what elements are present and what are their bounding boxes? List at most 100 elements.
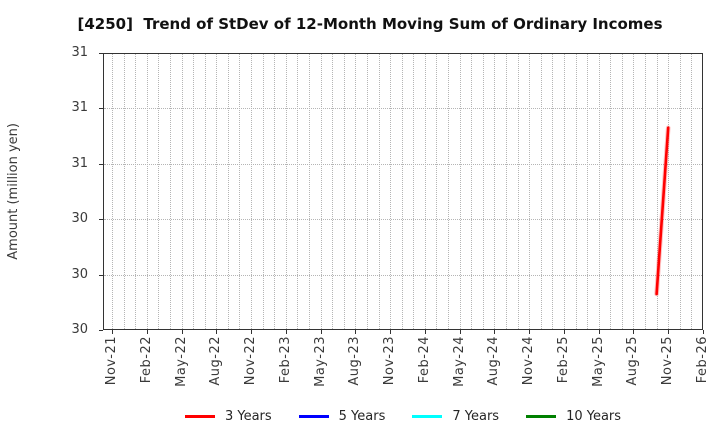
- x-tick-mark: [598, 330, 600, 334]
- gridline-vertical: [390, 54, 392, 329]
- x-tick-label: May-24: [451, 336, 467, 387]
- gridline-horizontal: [104, 274, 702, 276]
- legend-item-10-years: 10 Years: [526, 409, 621, 424]
- x-tick-mark: [563, 330, 565, 334]
- gridline-vertical: [378, 54, 380, 329]
- gridline-vertical: [401, 54, 403, 329]
- x-tick-mark: [424, 330, 426, 334]
- gridline-vertical: [517, 54, 519, 329]
- gridline-vertical: [691, 54, 693, 329]
- y-tick-mark: [99, 108, 103, 110]
- x-tick-label: Aug-24: [486, 336, 502, 386]
- y-tick-mark: [99, 330, 103, 331]
- x-tick-label: May-23: [312, 336, 328, 387]
- gridline-vertical: [679, 54, 681, 329]
- x-tick-label: Feb-26: [695, 336, 710, 384]
- gridline-vertical: [621, 54, 623, 329]
- x-tick-label: Nov-23: [382, 336, 398, 386]
- gridline-vertical: [598, 54, 600, 329]
- x-tick-mark: [146, 330, 148, 334]
- gridline-vertical: [181, 54, 183, 329]
- gridline-vertical: [413, 54, 415, 329]
- gridline-vertical: [656, 54, 658, 329]
- gridline-vertical: [633, 54, 635, 329]
- x-tick-mark: [459, 330, 461, 334]
- x-tick-mark: [285, 330, 287, 334]
- gridline-vertical: [587, 54, 589, 329]
- y-tick-mark: [99, 163, 103, 165]
- gridline-vertical: [112, 54, 113, 329]
- chart-title: [4250] Trend of StDev of 12-Month Moving…: [77, 15, 663, 33]
- x-tick-mark: [320, 330, 322, 334]
- x-tick-mark: [181, 330, 183, 334]
- x-tick-mark: [703, 330, 704, 334]
- gridline-vertical: [575, 54, 577, 329]
- gridline-vertical: [227, 54, 229, 329]
- gridline-vertical: [309, 54, 310, 329]
- gridline-vertical: [540, 54, 542, 329]
- x-tick-mark: [668, 330, 670, 334]
- x-tick-label: Nov-25: [660, 336, 676, 386]
- y-tick-label: 30: [71, 322, 88, 337]
- gridline-vertical: [262, 54, 264, 329]
- legend-item-3-years: 3 Years: [184, 408, 272, 424]
- x-tick-label: Aug-23: [347, 336, 363, 386]
- x-tick-label: Aug-25: [625, 336, 641, 386]
- x-tick-mark: [251, 330, 253, 334]
- gridline-vertical: [285, 54, 287, 329]
- gridline-vertical: [204, 54, 206, 329]
- gridline-horizontal: [104, 108, 702, 110]
- x-tick-label: Nov-21: [104, 336, 119, 386]
- y-tick-label: 31: [71, 100, 88, 116]
- gridline-vertical: [239, 54, 241, 329]
- x-tick-label: Aug-22: [208, 336, 224, 386]
- gridline-horizontal: [104, 219, 702, 221]
- x-tick-mark: [494, 330, 496, 334]
- gridline-vertical: [471, 54, 473, 329]
- legend-label: 3 Years: [224, 408, 272, 424]
- legend-line-swatch-red: [184, 414, 215, 418]
- y-tick-label: 31: [71, 45, 88, 60]
- x-tick-label: Feb-25: [555, 336, 571, 384]
- x-tick-mark: [112, 330, 113, 334]
- gridline-vertical: [529, 54, 531, 329]
- gridline-vertical: [494, 54, 496, 329]
- gridline-vertical: [610, 54, 612, 329]
- x-tick-label: Feb-23: [277, 336, 293, 384]
- plot-area: [103, 53, 703, 330]
- gridline-vertical: [355, 54, 357, 329]
- y-tick-mark: [99, 53, 103, 54]
- gridline-vertical: [297, 54, 299, 329]
- x-tick-label: Feb-22: [138, 336, 154, 384]
- gridline-vertical: [146, 54, 148, 329]
- x-tick-label: May-22: [173, 336, 189, 387]
- gridline-vertical: [193, 54, 195, 329]
- legend-label: 5 Years: [338, 408, 386, 424]
- y-tick-mark: [99, 274, 103, 276]
- legend-item-7-years: 7 Years: [412, 409, 499, 424]
- x-tick-mark: [355, 330, 357, 334]
- gridline-vertical: [366, 54, 368, 329]
- legend-line-swatch-cyan: [412, 414, 443, 418]
- gridline-vertical: [552, 54, 554, 329]
- y-tick-label: 30: [71, 211, 88, 227]
- x-tick-mark: [633, 330, 635, 334]
- legend-line-swatch-green: [526, 414, 557, 418]
- x-tick-label: Nov-22: [243, 336, 259, 386]
- y-axis-label: Amount (million yen): [5, 123, 21, 260]
- x-tick-mark: [529, 330, 531, 334]
- gridline-vertical: [320, 54, 322, 329]
- gridline-vertical: [448, 54, 450, 329]
- y-axis-label-wrap: Amount (million yen): [0, 53, 26, 330]
- gridline-vertical: [645, 54, 647, 329]
- legend: 3 Years 5 Years 7 Years 10 Years: [103, 406, 703, 426]
- gridline-vertical: [158, 54, 160, 329]
- gridline-vertical: [668, 54, 670, 329]
- gridline-vertical: [424, 54, 426, 329]
- gridline-vertical: [563, 54, 565, 329]
- gridline-vertical: [123, 54, 125, 329]
- gridline-vertical: [436, 54, 438, 329]
- x-tick-mark: [390, 330, 392, 334]
- x-tick-label: Feb-24: [416, 336, 432, 384]
